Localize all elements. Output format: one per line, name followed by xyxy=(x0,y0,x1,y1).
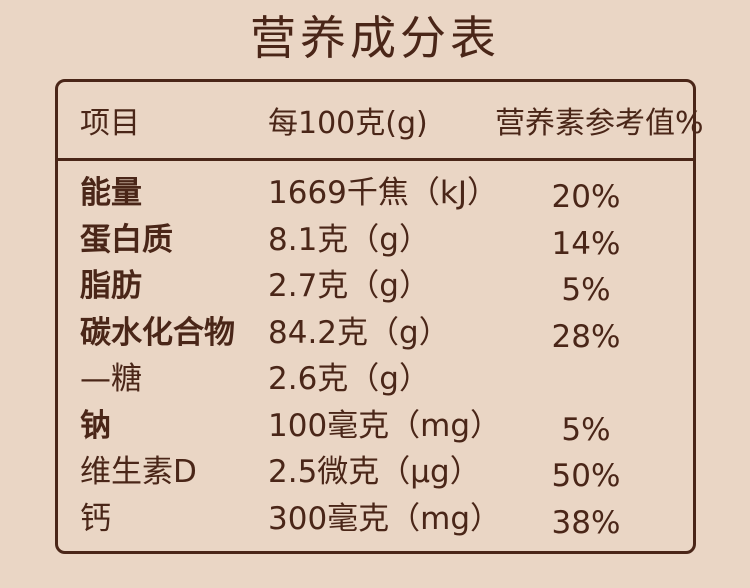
header-divider xyxy=(58,158,693,161)
table-cell: 2.7克（g） xyxy=(268,268,430,304)
table-cell: 100毫克（mg） xyxy=(268,407,502,444)
table-cell: 5% xyxy=(561,411,611,448)
table-cell: —糖 xyxy=(80,361,142,397)
table-cell: 28% xyxy=(551,318,621,355)
table-cell: 蛋白质 xyxy=(80,221,173,258)
table-cell: 8.1克（g） xyxy=(268,221,430,258)
table-cell: 维生素D xyxy=(80,454,197,490)
table-cell: 20% xyxy=(551,179,621,215)
table: 项目 每100克(g) 营养素参考值% 能量 1669千焦（kJ） 20% 蛋白质 8.1克（… xyxy=(55,79,704,554)
table-cell: 1669千焦（kJ） xyxy=(268,175,498,211)
table-cell: 2.6克（g） xyxy=(268,361,430,397)
header-cell: 营养素参考值% xyxy=(495,106,704,141)
title: 营养成分表 xyxy=(250,11,500,65)
table-cell: 38% xyxy=(551,504,621,541)
table-cell: 钙 xyxy=(80,500,111,537)
table-cell: 脂肪 xyxy=(80,268,142,304)
table-cell: 300毫克（mg） xyxy=(268,500,502,537)
table-cell: 5% xyxy=(561,272,611,308)
table-cell: 50% xyxy=(551,458,621,494)
table-cell: 钠 xyxy=(80,407,111,444)
table-cell: 碳水化合物 xyxy=(80,314,235,351)
table-cell: 14% xyxy=(551,225,621,262)
header-cell: 项目 xyxy=(80,106,140,141)
table-cell: 能量 xyxy=(80,175,142,211)
table-cell: 2.5微克（μg） xyxy=(268,454,481,490)
table-cell: 84.2克（g） xyxy=(268,314,450,351)
header-cell: 每100克(g) xyxy=(268,106,428,141)
